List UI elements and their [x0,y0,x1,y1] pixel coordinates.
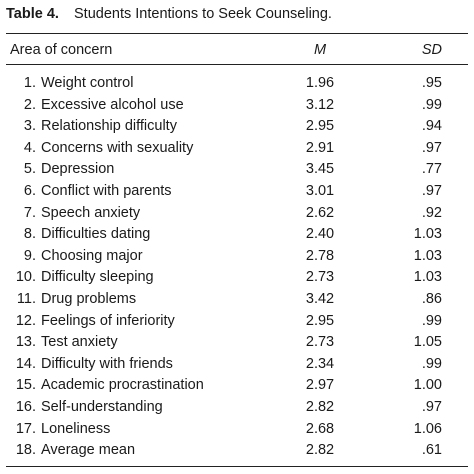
sd-cell: .92 [421,204,442,221]
sd-cell: .97 [421,183,442,199]
mean-cell: 2.62 [305,204,335,221]
table-title: Students Intentions to Seek Counseling. [74,6,332,22]
sd-cell: .97 [421,399,442,415]
sd-cell: 1.03 [413,226,442,243]
mean-cell: 3.45 [305,161,335,178]
sd-cell: .97 [421,139,442,156]
row-number: 1. [23,75,36,91]
row-number: 2. [23,96,36,113]
row-number: 16. [15,399,36,415]
bottom-rule [6,466,468,467]
row-number: 5. [23,161,36,178]
mean-cell: 2.82 [305,399,335,415]
row-label: Conflict with parents [41,183,172,199]
sd-cell: 1.05 [413,334,442,351]
row-label: Average mean [41,442,136,459]
row-number: 6. [23,183,36,199]
row-label: Difficulties dating [41,226,151,243]
mean-cell: 2.97 [305,377,335,394]
row-label: Weight control [41,75,134,91]
row-label: Choosing major [41,247,143,264]
row-label: Difficulty with friends [41,355,173,372]
row-label: Concerns with sexuality [41,139,194,156]
sd-cell: .99 [421,96,442,113]
sd-cell: .99 [421,312,442,329]
mean-cell: 2.91 [305,139,335,156]
row-number: 11. [16,291,36,307]
mean-cell: 2.40 [305,226,335,243]
row-number: 3. [23,118,36,135]
table-label: Table 4. [6,6,59,22]
mean-cell: 2.82 [305,442,335,459]
row-number: 17. [15,420,36,437]
sd-cell: .94 [421,118,442,135]
row-label: Speech anxiety [41,204,141,221]
mean-cell: 3.01 [305,183,335,199]
row-number: 13. [15,334,36,351]
mean-cell: 3.42 [305,291,335,307]
row-label: Loneliness [41,420,111,437]
column-header: M [313,42,327,58]
row-number: 15. [15,377,36,394]
mean-cell: 2.78 [305,247,335,264]
row-number: 18. [15,442,36,459]
row-label: Difficulty sleeping [41,269,154,286]
row-label: Depression [41,161,115,178]
sd-cell: .61 [421,442,442,459]
row-label: Test anxiety [41,334,118,351]
sd-cell: 1.06 [413,420,442,437]
column-header: Area of concern [10,42,113,58]
top-rule [6,33,468,34]
mean-cell: 2.73 [305,269,335,286]
row-number: 14. [15,355,36,372]
row-label: Academic procrastination [41,377,204,394]
mean-cell: 2.34 [305,355,335,372]
sd-cell: 1.00 [413,377,442,394]
sd-cell: .99 [421,355,442,372]
row-number: 8. [23,226,36,243]
row-label: Self-understanding [41,399,163,415]
column-header: SD [421,42,442,58]
mean-cell: 2.95 [305,118,335,135]
sd-cell: 1.03 [413,269,442,286]
row-label: Feelings of inferiority [41,312,175,329]
header-rule [6,64,468,65]
mean-cell: 2.95 [305,312,335,329]
row-number: 10. [15,269,36,286]
row-number: 7. [23,204,36,221]
row-number: 9. [23,247,36,264]
row-number: 12. [15,312,36,329]
row-label: Drug problems [41,291,137,307]
mean-cell: 2.73 [305,334,335,351]
row-label: Relationship difficulty [41,118,177,135]
sd-cell: 1.03 [413,247,442,264]
mean-cell: 1.96 [305,75,335,91]
mean-cell: 2.68 [305,420,335,437]
row-number: 4. [23,139,36,156]
sd-cell: .86 [421,291,442,307]
sd-cell: .95 [421,75,442,91]
mean-cell: 3.12 [305,96,335,113]
sd-cell: .77 [421,161,442,178]
row-label: Excessive alcohol use [41,96,184,113]
